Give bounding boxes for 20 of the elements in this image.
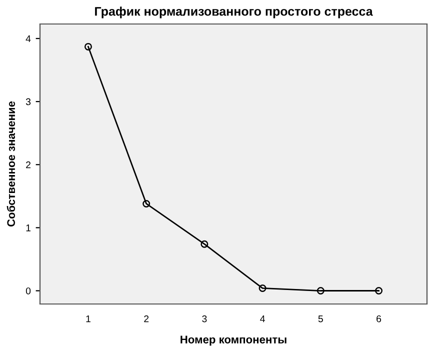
x-tick-label: 3 <box>202 315 207 322</box>
x-tick-label: 5 <box>318 315 323 322</box>
point <box>84 42 92 50</box>
x-tick-label: 4 <box>260 315 265 322</box>
y-tick-label: 0 <box>26 287 31 294</box>
y-axis-title: Собственное значение <box>6 101 16 227</box>
y-tick-label: 1 <box>26 224 30 232</box>
y-tick-label: 3 <box>26 98 31 106</box>
x-tick-label: 2 <box>144 315 149 322</box>
point <box>258 284 266 292</box>
chart-title: График нормализованного простого стресса <box>95 6 373 18</box>
point <box>200 240 208 248</box>
point <box>375 287 383 295</box>
x-axis-title: Номер компоненты <box>180 336 286 346</box>
point <box>316 287 324 295</box>
x-tick-label: 1 <box>86 315 90 322</box>
x-tick-label: 6 <box>376 315 382 322</box>
y-tick-label: 2 <box>26 161 30 168</box>
point <box>142 200 150 208</box>
y-tick-label: 4 <box>26 35 31 42</box>
